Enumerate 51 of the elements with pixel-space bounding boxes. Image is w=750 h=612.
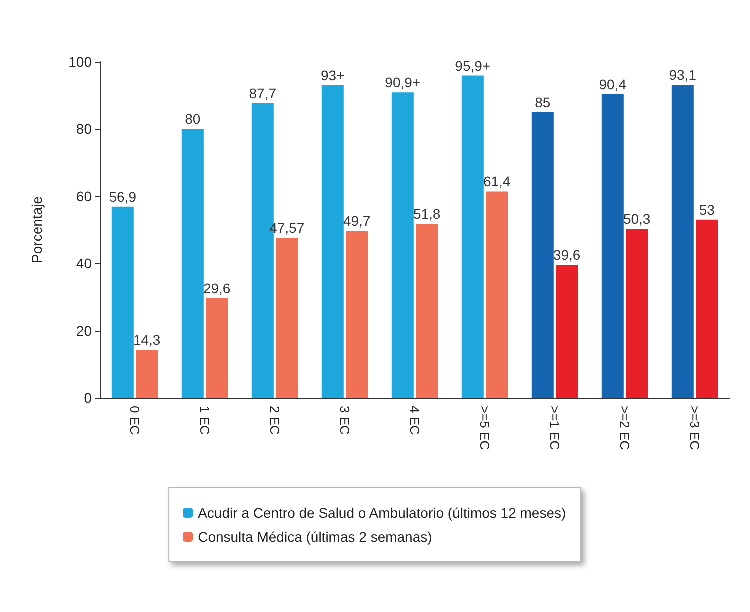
x-tick-label: 4 EC <box>408 406 422 435</box>
bar <box>346 231 368 398</box>
y-tick-label: 40 <box>76 256 92 272</box>
data-label: 51,8 <box>413 206 441 222</box>
x-tick-label: 3 EC <box>338 406 352 435</box>
data-label: 90,9+ <box>385 74 421 91</box>
data-label: 61,4 <box>483 174 511 190</box>
legend-label: Consulta Médica (últimas 2 semanas) <box>198 529 432 545</box>
x-tick-label: 2 EC <box>268 406 282 435</box>
bar <box>556 264 578 398</box>
x-tick-label: >=2 EC <box>618 406 632 450</box>
data-label: 95,9+ <box>455 58 491 74</box>
data-label: 53 <box>699 202 716 218</box>
x-tick-label: 0 EC <box>128 406 142 435</box>
bar <box>112 206 134 398</box>
legend-label: Acudir a Centro de Salud o Ambulatorio (últimos 12 meses) <box>198 505 566 521</box>
y-tick-label: 80 <box>76 121 92 138</box>
bar <box>322 86 344 398</box>
bar <box>626 228 648 398</box>
bar <box>182 129 204 398</box>
bar <box>416 224 438 398</box>
bar <box>602 94 624 398</box>
data-label: 29,6 <box>203 280 231 297</box>
data-label: 93+ <box>321 68 345 84</box>
bar <box>696 220 718 398</box>
x-tick-label: 1 EC <box>198 406 212 435</box>
bar <box>486 192 508 398</box>
data-label: 80 <box>185 111 201 128</box>
bar <box>532 112 554 398</box>
data-label: 14,3 <box>133 332 161 348</box>
y-tick-label: 0 <box>84 390 92 406</box>
y-axis-title: Porcentaje <box>29 196 45 264</box>
data-label: 85 <box>535 94 551 110</box>
y-tick-label: 100 <box>68 54 92 70</box>
bar <box>206 298 228 398</box>
data-label: 39,6 <box>553 246 581 263</box>
data-label: 90,4 <box>599 76 627 92</box>
bar <box>672 85 694 398</box>
data-label: 56,9 <box>109 188 137 205</box>
data-label: 93,1 <box>669 67 697 84</box>
bar <box>276 238 298 398</box>
bar <box>462 76 484 398</box>
data-label: 50,3 <box>623 210 651 227</box>
y-tick-label: 60 <box>76 188 92 204</box>
x-tick-label: >=1 EC <box>548 406 562 450</box>
x-tick-label: >=3 EC <box>688 406 702 450</box>
y-tick-label: 20 <box>76 322 92 339</box>
bar <box>136 350 158 398</box>
x-tick-label: >=5 EC <box>478 406 492 450</box>
bar <box>392 92 414 398</box>
data-label: 87,7 <box>249 85 277 102</box>
